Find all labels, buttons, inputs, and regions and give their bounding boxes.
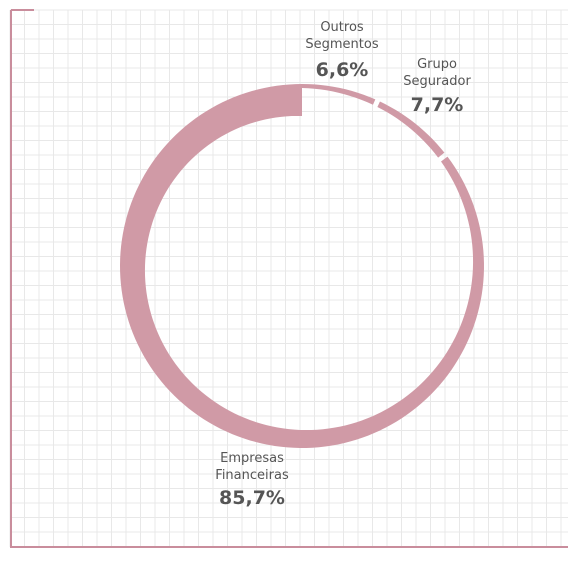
label-empresas-financeiras: Empresas Financeiras 85,7%	[215, 451, 289, 509]
slice-name-line1: Outros	[320, 20, 364, 35]
slice-name-line2: Financeiras	[215, 468, 289, 483]
slice-value-label: 85,7%	[219, 487, 285, 509]
slice-name-line2: Segmentos	[305, 37, 378, 52]
donut-slice	[302, 84, 376, 105]
slice-name-line2: Segurador	[403, 74, 471, 89]
frame-line	[10, 10, 568, 548]
label-outros-segmentos: Outros Segmentos 6,6%	[305, 20, 378, 81]
donut-slices	[120, 84, 484, 448]
slice-name-line1: Empresas	[220, 451, 284, 466]
donut-slice	[377, 101, 445, 158]
slice-value-label: 6,6%	[316, 59, 369, 81]
chart-frame	[10, 9, 568, 548]
slice-value-label: 7,7%	[411, 94, 464, 116]
grid-background	[9, 9, 568, 547]
label-grupo-segurador: Grupo Segurador 7,7%	[403, 57, 471, 116]
slice-name-line1: Grupo	[417, 57, 457, 72]
